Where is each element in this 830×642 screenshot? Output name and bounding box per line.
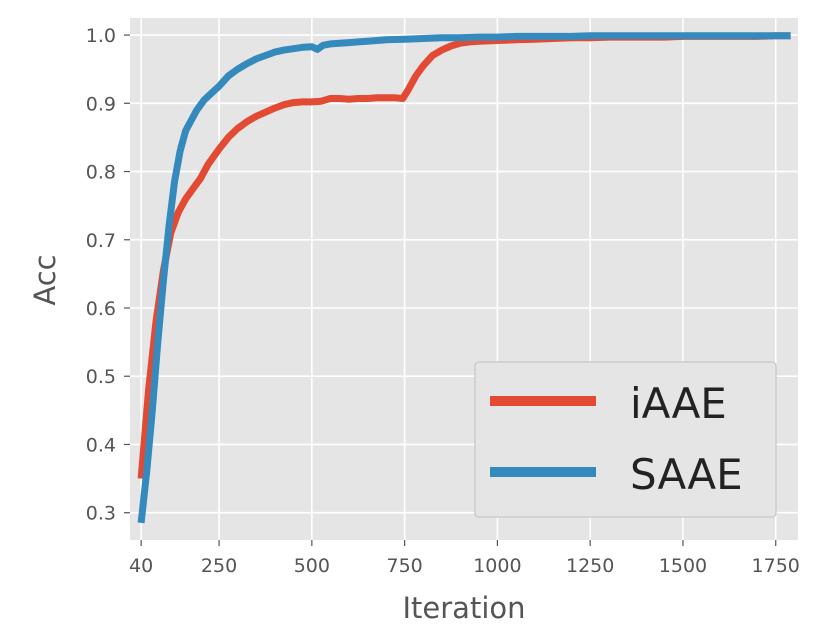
y-tick-label: 0.4 [86,434,116,456]
y-tick-label: 0.3 [86,503,116,525]
series-lines [137,32,791,524]
x-tick-label: 40 [129,555,153,577]
legend: iAAE SAAE [474,361,777,518]
x-tick-label: 1000 [473,555,521,577]
tick-labels: 40 250 500 750 1000 1250 1500 1750 0.3 0.4 0.5 0.6 0… [86,25,800,577]
series-line-saae [137,32,791,524]
x-tick-label: 750 [386,555,422,577]
legend-label-iaae: iAAE [630,379,727,428]
legend-label-saae: SAAE [630,450,743,499]
x-axis-title: Iteration [402,591,525,625]
y-tick-label: 0.9 [86,93,116,115]
x-tick-label: 1250 [566,555,614,577]
y-axis-title: Acc [28,254,62,305]
x-tick-label: 250 [201,555,237,577]
x-tick-label: 1750 [752,555,800,577]
x-tick-label: 500 [294,555,330,577]
x-tick-label: 1500 [659,555,707,577]
y-tick-label: 1.0 [86,25,116,47]
y-tick-label: 0.6 [86,298,116,320]
y-tick-label: 0.7 [86,230,116,252]
y-tick-label: 0.8 [86,162,116,184]
y-tick-label: 0.5 [86,366,116,388]
